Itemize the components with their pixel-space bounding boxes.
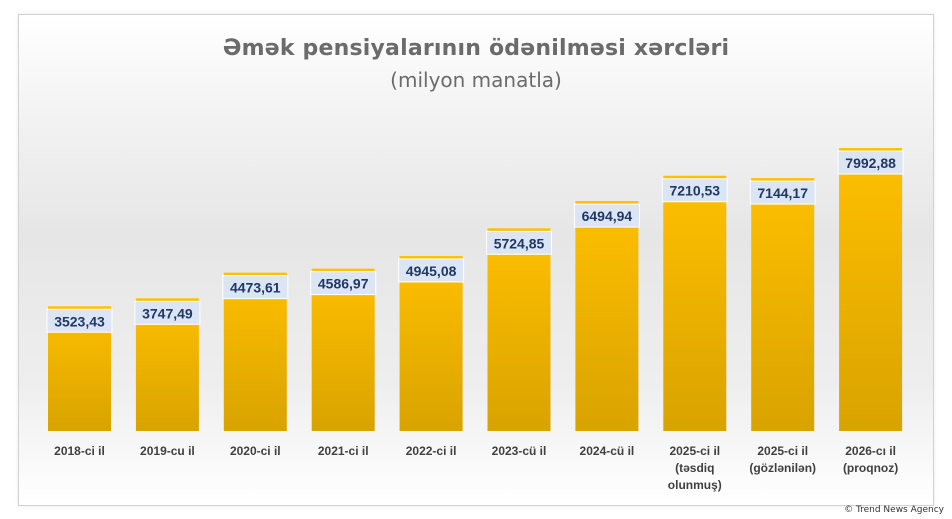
category-label-5: 2023-cü il	[492, 444, 547, 458]
category-label-6: 2024-cü il	[580, 444, 635, 458]
value-label-box-5	[486, 230, 552, 255]
value-label-2: 4473,61	[230, 280, 281, 296]
category-label-1: 2019-cu il	[140, 444, 195, 458]
value-label-6: 6494,94	[582, 208, 633, 224]
value-label-box-4	[398, 258, 465, 283]
credit-text: © Trend News Agency	[844, 505, 944, 515]
value-label-4: 4945,08	[406, 263, 457, 279]
value-label-box-0	[46, 308, 113, 333]
value-label-box-2	[222, 275, 289, 300]
value-label-box-7	[661, 178, 728, 203]
value-label-9: 7992,88	[845, 155, 896, 171]
value-label-1: 3747,49	[142, 305, 193, 321]
value-label-box-3	[310, 271, 377, 296]
bar-7	[663, 175, 727, 431]
value-label-5: 5724,85	[494, 235, 545, 251]
category-label-3: 2021-ci il	[318, 444, 369, 458]
bar-8	[751, 178, 815, 431]
value-label-box-8	[749, 180, 816, 205]
value-label-3: 4586,97	[318, 276, 369, 292]
category-label-2: 2020-ci il	[230, 444, 281, 458]
value-label-box-6	[573, 203, 640, 228]
bar-4	[399, 255, 463, 431]
value-label-box-1	[134, 300, 201, 325]
bar-6	[575, 201, 639, 431]
bar-5	[487, 228, 551, 431]
value-label-box-9	[837, 150, 904, 175]
value-label-7: 7210,53	[669, 183, 720, 199]
category-label-4: 2022-ci il	[406, 444, 457, 458]
category-label-8: 2025-ci il (gözlənilən)	[749, 444, 816, 475]
chart-subtitle: (milyon manatla)	[390, 68, 562, 92]
bar-9	[839, 148, 903, 431]
value-label-8: 7144,17	[757, 185, 808, 201]
category-label-7: 2025-ci il (təsdiq olunmuş)	[668, 444, 722, 492]
value-label-0: 3523,43	[54, 313, 105, 329]
category-label-0: 2018-ci il	[54, 444, 105, 458]
chart-title: Əmək pensiyalarının ödənilməsi xərcləri	[222, 36, 730, 61]
bar-3	[311, 268, 375, 431]
category-label-9: 2026-cı il (proqnoz)	[843, 444, 898, 475]
